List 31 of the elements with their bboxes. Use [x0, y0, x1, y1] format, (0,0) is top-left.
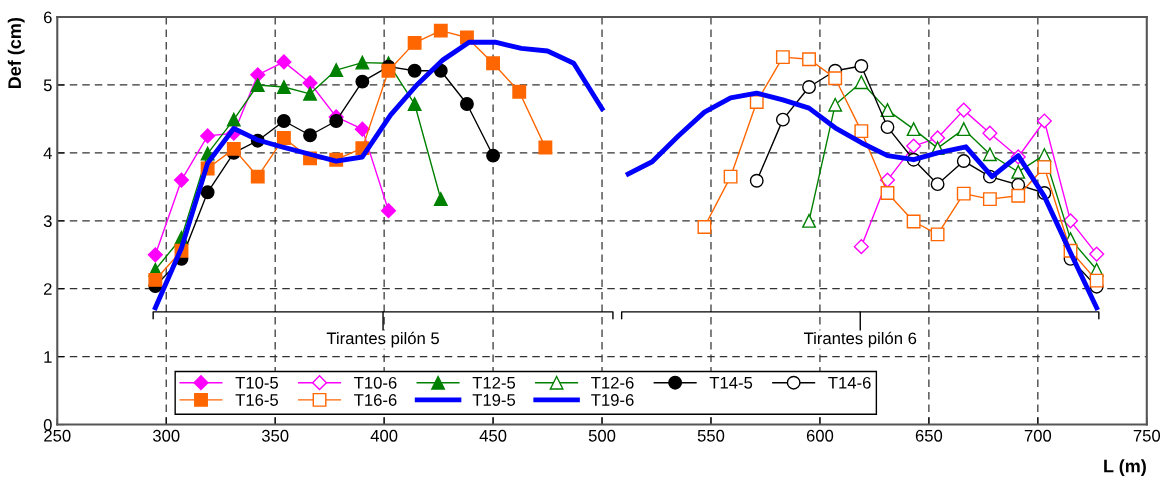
legend-label: T10-5 [235, 376, 279, 389]
y-tick-label: 2 [43, 283, 52, 295]
legend-label: T14-6 [828, 376, 871, 389]
x-tick-label: 450 [479, 429, 507, 442]
x-axis-title: L (m) [1104, 459, 1146, 477]
legend-label: T10-6 [354, 376, 397, 389]
y-tick-label: 1 [44, 351, 52, 363]
legend-label: T12-6 [591, 376, 634, 389]
legend-label: T19-5 [472, 394, 516, 406]
x-tick-label: 750 [1133, 429, 1161, 442]
annotation: Tirantes pilón 6 [803, 331, 917, 348]
x-tick-label: 600 [806, 429, 834, 442]
legend-label: T16-6 [354, 394, 397, 406]
y-tick-label: 4 [43, 147, 52, 159]
x-tick-label: 650 [915, 429, 943, 442]
y-tick-label: 5 [43, 79, 52, 92]
x-tick-label: 350 [261, 429, 289, 442]
x-tick-label: 300 [152, 429, 180, 442]
y-axis-title: Def (cm) [7, 17, 25, 89]
x-tick-label: 250 [44, 429, 71, 442]
x-tick-label: 700 [1024, 429, 1052, 442]
legend-label: T12-5 [472, 376, 516, 389]
x-tick-label: 550 [697, 429, 725, 442]
annotation: Tirantes pilón 5 [326, 331, 440, 348]
x-tick-label: 500 [588, 429, 616, 442]
legend-label: T16-5 [235, 394, 279, 406]
legend-label: T14-5 [709, 377, 753, 389]
x-tick-label: 400 [370, 429, 398, 442]
y-tick-label: 3 [43, 215, 52, 228]
y-tick-label: 6 [44, 11, 52, 24]
legend-label: T19-6 [591, 394, 634, 406]
